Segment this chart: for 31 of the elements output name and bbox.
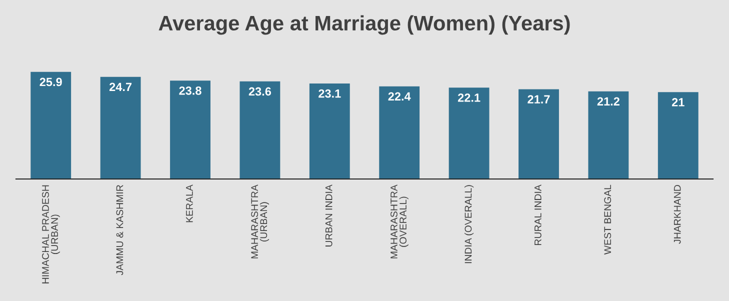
data-label: 24.7 bbox=[109, 82, 132, 91]
data-label: 21.2 bbox=[597, 97, 620, 106]
chart-title: Average Age at Marriage (Women) (Years) bbox=[158, 15, 570, 35]
x-tick-label: INDIA (OVERALL) bbox=[464, 185, 474, 264]
data-label: 23.6 bbox=[248, 87, 272, 96]
x-tick-label: HIMACHAL PRADESH (URBAN) bbox=[42, 185, 60, 284]
bar bbox=[30, 72, 72, 179]
bar bbox=[588, 91, 629, 179]
bar bbox=[170, 80, 210, 179]
bar bbox=[448, 88, 490, 179]
bar bbox=[379, 86, 420, 179]
x-tick-label: WEST BENGAL bbox=[604, 184, 612, 255]
x-tick-label: RURAL INDIA bbox=[534, 184, 542, 245]
x-tick-label: URBAN INDIA bbox=[325, 184, 332, 246]
x-tick-label: KERALA bbox=[186, 184, 193, 222]
data-label: 25.9 bbox=[40, 78, 62, 86]
x-tick-label: JHARKHAND bbox=[674, 185, 681, 244]
bar bbox=[309, 83, 350, 179]
x-tick-label: MAHARASHTRA (URBAN) bbox=[251, 184, 270, 258]
bar bbox=[100, 76, 141, 179]
data-label: 21.7 bbox=[528, 95, 550, 104]
data-label: 23.1 bbox=[318, 89, 341, 98]
data-label: 22.4 bbox=[388, 92, 411, 100]
data-label: 23.8 bbox=[179, 86, 202, 95]
x-tick-label: JAMMU & KASHMIR bbox=[116, 185, 124, 276]
data-label: 22.1 bbox=[458, 94, 480, 102]
data-label: 21 bbox=[672, 98, 684, 106]
x-tick-label: MAHARASHTRA (OVERALL) bbox=[390, 184, 408, 258]
bar bbox=[658, 92, 698, 179]
bar bbox=[240, 81, 280, 179]
bar bbox=[518, 89, 559, 179]
